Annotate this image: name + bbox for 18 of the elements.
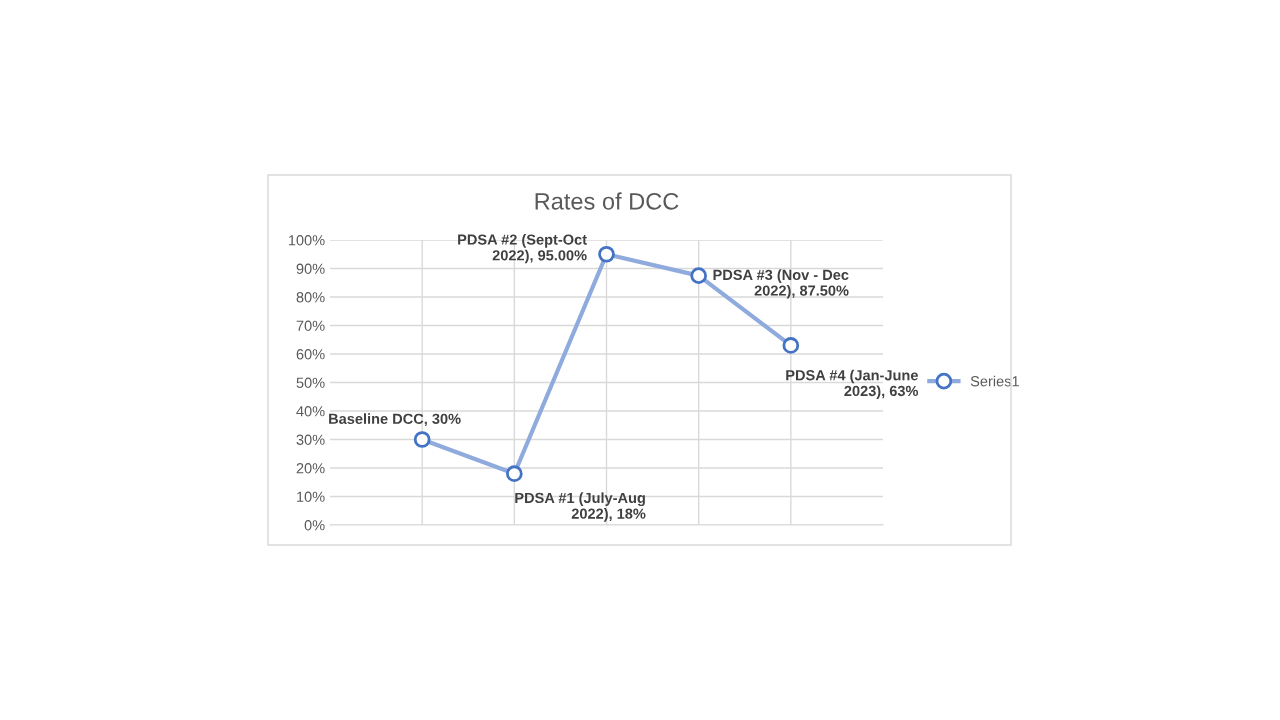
y-tick-label: 10% [297, 491, 325, 502]
data-label: Baseline DCC, 30% [329, 413, 461, 427]
y-tick-label: 0% [304, 520, 325, 531]
chart-title: Rates of DCC [535, 192, 679, 210]
y-tick-label: 80% [296, 292, 325, 303]
y-tick-label: 90% [296, 263, 325, 274]
y-tick-label: 70% [296, 320, 325, 331]
y-tick-label: 60% [296, 349, 325, 360]
data-label: PDSA #3 (Nov - Dec 2022), 87.50% [713, 269, 849, 299]
y-tick-label: 50% [296, 377, 325, 388]
legend-label: Series1 [970, 375, 1019, 387]
y-tick-label: 30% [296, 434, 325, 445]
y-tick-label: 20% [296, 463, 325, 474]
data-label: PDSA #2 (Sept-Oct 2022), 95.00% [458, 234, 587, 264]
data-label: PDSA #1 (July-Aug 2022), 18% [515, 492, 646, 522]
y-tick-label: 40% [296, 406, 325, 417]
y-tick-label: 100% [288, 235, 325, 246]
data-label: PDSA #4 (Jan-June 2023), 63% [786, 369, 919, 399]
